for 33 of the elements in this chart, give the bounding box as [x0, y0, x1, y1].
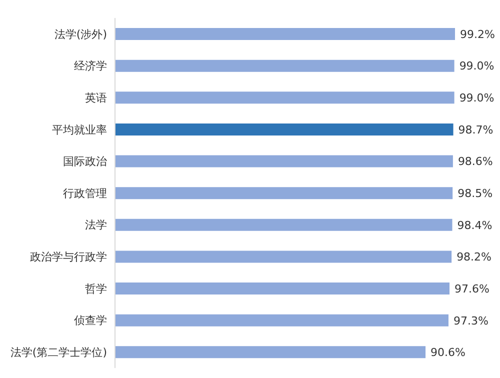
y-tick-label: 侦查学: [74, 314, 107, 328]
y-tick-label: 哲学: [85, 282, 107, 296]
y-tick-label: 政治学与行政学: [30, 250, 107, 264]
y-tick-label: 平均就业率: [52, 123, 107, 136]
data-label: 99.0%: [459, 92, 494, 105]
data-label: 99.0%: [459, 60, 494, 73]
y-tick-label: 英语: [85, 91, 107, 104]
bar: [115, 346, 426, 358]
data-label: 90.6%: [430, 346, 466, 360]
bar: [115, 155, 453, 168]
bar: [115, 250, 452, 263]
bar: [115, 92, 454, 104]
bar: [115, 60, 454, 72]
data-label: 98.4%: [457, 218, 492, 232]
data-label: 98.2%: [456, 250, 492, 264]
bar: [115, 187, 453, 200]
bar: [115, 218, 452, 231]
y-tick-label: 经济学: [74, 60, 107, 73]
bar: [115, 282, 450, 295]
bar: [115, 28, 455, 40]
bar: [115, 123, 454, 136]
y-tick-label: 国际政治: [63, 155, 107, 168]
data-label: 97.3%: [453, 314, 488, 328]
data-label: 98.7%: [458, 123, 494, 136]
y-tick-label: 法学(涉外): [54, 28, 107, 41]
data-label: 98.6%: [458, 155, 493, 168]
data-label: 99.2%: [460, 28, 495, 41]
bar: [115, 314, 448, 326]
data-label: 97.6%: [454, 282, 490, 296]
y-tick-label: 法学: [85, 218, 107, 232]
y-tick-label: 法学(第二学士学位): [10, 346, 107, 359]
data-label: 98.5%: [458, 186, 493, 200]
y-tick-label: 行政管理: [63, 186, 107, 200]
